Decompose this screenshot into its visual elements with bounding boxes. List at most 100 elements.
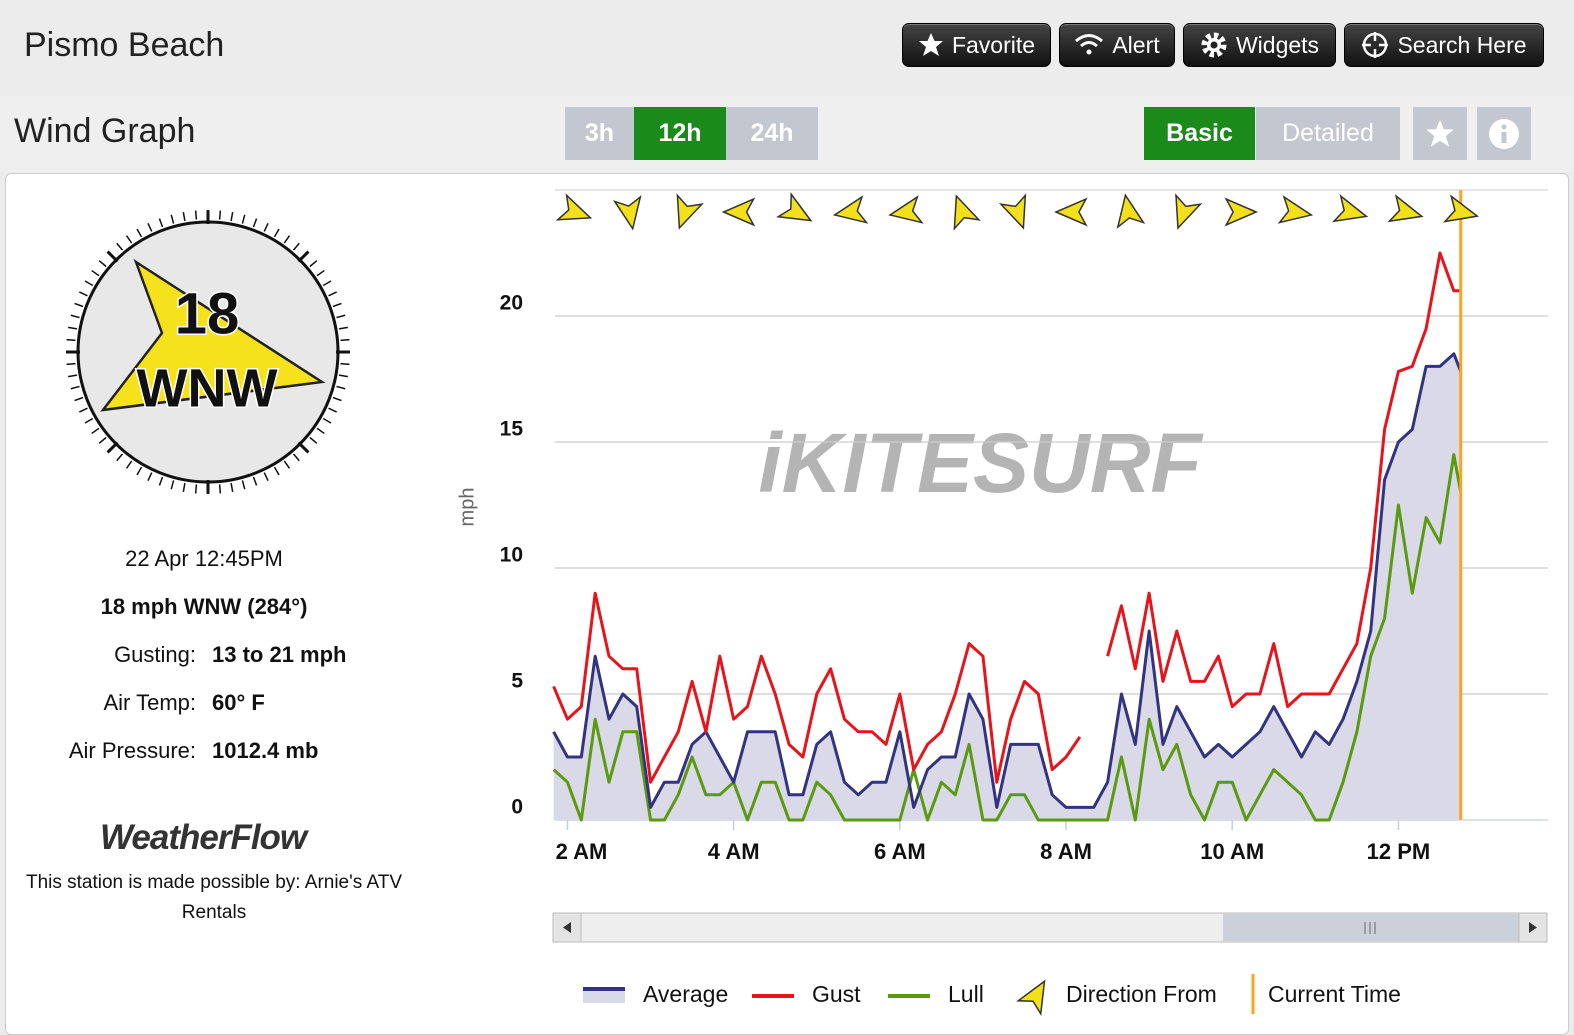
direction-arrow	[676, 193, 704, 230]
direction-arrow	[998, 193, 1027, 230]
direction-arrow	[888, 195, 924, 224]
detail-value: 13 to 21 mph	[212, 642, 347, 667]
compass-tick	[98, 260, 107, 268]
scrollbar[interactable]	[552, 912, 1548, 943]
compass-tick	[136, 228, 143, 238]
scroll-right-arrow	[1529, 922, 1537, 933]
compass-tick	[68, 374, 78, 378]
range-tab[interactable]: 24h	[726, 107, 818, 160]
compass-tick	[182, 212, 186, 222]
favorite-graph-button[interactable]	[1413, 107, 1467, 160]
compass-tick	[78, 407, 88, 413]
direction-arrow	[1332, 194, 1369, 223]
scrollbar-grip	[1364, 922, 1376, 934]
compass-tick	[297, 250, 310, 263]
compass-tick	[147, 472, 153, 482]
compass-tick	[194, 484, 198, 494]
compass-arrow	[100, 258, 326, 412]
compass-speed: 18	[175, 281, 240, 346]
compass-tick	[125, 460, 133, 469]
button-label: Widgets	[1235, 31, 1320, 58]
compass-tick	[241, 480, 246, 490]
compass-tick	[98, 436, 107, 444]
compass-tick	[125, 235, 133, 244]
compass-tick	[283, 460, 291, 469]
gear-icon	[1201, 32, 1227, 58]
compass-tick	[182, 482, 186, 492]
x-tick-label: 6 AM	[874, 839, 926, 864]
compass-tick	[316, 427, 325, 435]
detail-label: Gusting:	[114, 642, 196, 667]
detail-label: Air Pressure:	[68, 738, 196, 763]
compass-tick	[158, 218, 164, 228]
widgets-button[interactable]: Widgets	[1183, 23, 1336, 67]
direction-arrow	[1277, 195, 1314, 224]
direction-arrow	[832, 195, 869, 224]
detail-value: 60° F	[212, 690, 265, 715]
compass-tick	[297, 441, 310, 454]
button-label: Search Here	[1397, 31, 1527, 58]
range-tab[interactable]: 12h	[634, 107, 726, 160]
direction-arrow	[1224, 197, 1259, 227]
info-button[interactable]	[1477, 107, 1531, 160]
search-here-button[interactable]: Search Here	[1344, 23, 1544, 67]
compass-tick	[292, 242, 300, 251]
legend-label: Current Time	[1268, 981, 1401, 1007]
view-tab[interactable]: Detailed	[1256, 107, 1400, 160]
compass-tick	[91, 427, 100, 435]
direction-arrow	[775, 192, 813, 222]
observation-summary: 18 mph WNW (284°)	[100, 594, 308, 619]
legend-label: Lull	[948, 981, 984, 1007]
scrollbar-thumb[interactable]	[1223, 914, 1520, 941]
compass-tick	[340, 362, 350, 366]
compass-tick	[116, 242, 124, 251]
x-tick-label: 10 AM	[1200, 839, 1264, 864]
legend-label: Average	[643, 981, 728, 1007]
direction-arrow	[1116, 193, 1146, 229]
compass-tick	[263, 472, 269, 482]
detail-label: Air Temp:	[103, 690, 196, 715]
y-tick-label: 10	[500, 544, 523, 567]
compass-tick	[66, 362, 76, 366]
compass-tick	[322, 417, 332, 424]
legend-swatch	[583, 989, 625, 1003]
compass-tick	[74, 302, 84, 308]
view-tab[interactable]: Basic	[1144, 107, 1255, 160]
wifi-icon	[1075, 34, 1104, 55]
compass-tick	[136, 466, 143, 476]
compass-tick	[283, 235, 291, 244]
favorite-button[interactable]: Favorite	[902, 23, 1051, 67]
legend-swatch	[1016, 979, 1046, 1016]
direction-arrow	[1054, 197, 1088, 227]
range-tab[interactable]: 3h	[565, 107, 634, 160]
legend-label: Direction From	[1066, 981, 1217, 1007]
y-tick-label: 5	[511, 670, 523, 693]
compass-tick	[68, 326, 78, 330]
compass-tick	[332, 302, 342, 308]
x-tick-label: 4 AM	[708, 839, 760, 864]
x-tick-label: 12 PM	[1367, 839, 1431, 864]
compass-tick	[332, 396, 342, 402]
button-label: Favorite	[951, 31, 1036, 58]
compass-tick	[74, 396, 84, 402]
compass-tick	[316, 269, 325, 277]
direction-arrow	[1442, 194, 1480, 223]
compass-tick	[230, 212, 234, 222]
direction-arrow	[953, 194, 981, 231]
compass-tick	[322, 280, 332, 287]
scroll-left-arrow	[563, 922, 571, 933]
compass-tick	[194, 210, 198, 220]
compass-tick	[241, 214, 246, 224]
alert-button[interactable]: Alert	[1059, 23, 1175, 67]
compass-tick	[336, 314, 346, 319]
line	[552, 251, 1461, 784]
compass-tick	[336, 385, 346, 390]
compass-tick	[218, 210, 222, 220]
compass-tick	[309, 260, 318, 268]
compass-tick	[106, 441, 119, 454]
compass-tick	[292, 453, 300, 462]
compass-tick	[91, 269, 100, 277]
button-label: Alert	[1112, 31, 1160, 58]
